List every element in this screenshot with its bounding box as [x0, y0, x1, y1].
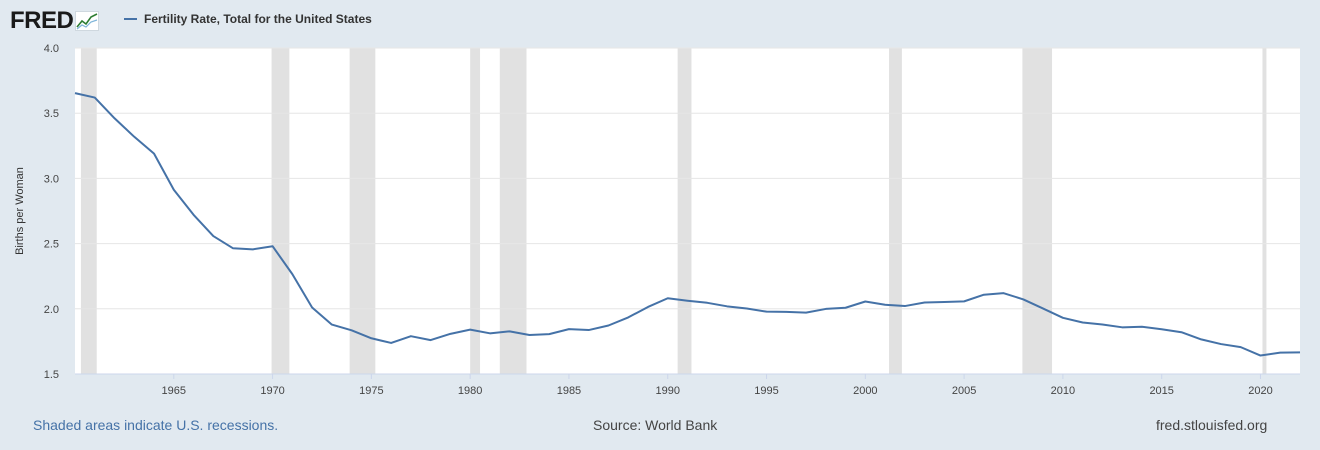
x-tick-label: 2020 — [1248, 385, 1272, 397]
x-tick-label: 2010 — [1051, 385, 1075, 397]
recession-band — [1262, 48, 1267, 374]
y-tick-label: 3.5 — [44, 108, 59, 120]
recession-band — [349, 48, 376, 374]
x-tick-label: 2015 — [1149, 385, 1173, 397]
recessions-note-link[interactable]: Shaded areas indicate U.S. recessions. — [33, 417, 279, 433]
fred-logo[interactable]: FRED — [10, 7, 100, 34]
x-tick-label: 1970 — [260, 385, 284, 397]
y-tick-label: 1.5 — [44, 369, 59, 381]
recession-band — [80, 48, 97, 374]
x-tick-label: 1980 — [458, 385, 482, 397]
y-tick-label: 3.0 — [44, 173, 59, 185]
legend-swatch — [124, 18, 137, 20]
recession-band — [1022, 48, 1053, 374]
x-tick-label: 1995 — [754, 385, 778, 397]
line-chart[interactable]: 1.5 2.0 2.5 3.0 3.5 4.0 1965 1970 1975 1980 1985 1… — [0, 0, 1320, 410]
y-tick-label: 2.5 — [44, 239, 59, 251]
fred-logo-text: FRED — [10, 7, 74, 34]
recession-band — [470, 48, 481, 374]
recession-band — [889, 48, 902, 374]
x-tick-label: 1990 — [655, 385, 679, 397]
chart-legend[interactable]: Fertility Rate, Total for the United Sta… — [124, 12, 372, 26]
recession-band — [271, 48, 290, 374]
chart-line-icon — [75, 11, 100, 31]
x-tick-label: 1975 — [359, 385, 383, 397]
y-tick-label: 2.0 — [44, 304, 59, 316]
x-tick-label: 1985 — [557, 385, 581, 397]
y-tick-label: 4.0 — [44, 43, 59, 55]
recession-band — [677, 48, 692, 374]
source-label: Source: World Bank — [593, 417, 718, 433]
legend-label: Fertility Rate, Total for the United Sta… — [144, 12, 372, 26]
x-tick-label: 1965 — [162, 385, 186, 397]
x-tick-label: 2000 — [853, 385, 877, 397]
x-tick-label: 2005 — [952, 385, 976, 397]
site-link[interactable]: fred.stlouisfed.org — [1156, 417, 1268, 433]
recession-band — [499, 48, 527, 374]
y-axis-label: Births per Woman — [14, 167, 26, 255]
